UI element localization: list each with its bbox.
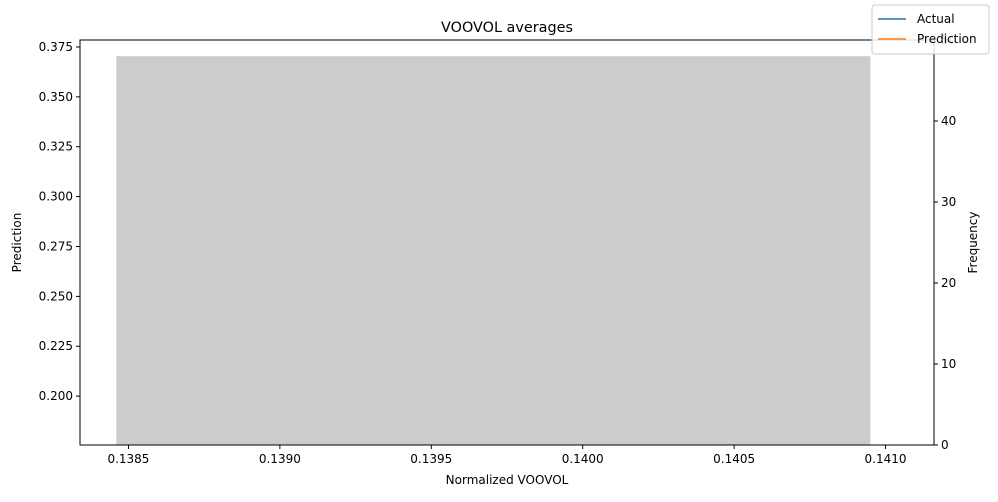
y2-tick-label: 20	[941, 276, 956, 290]
x-tick-label: 0.1400	[562, 452, 604, 466]
y2-tick-label: 40	[941, 114, 956, 128]
chart-title: VOOVOL averages	[441, 20, 573, 36]
legend-label-actual: Actual	[917, 12, 955, 26]
y-tick-label: 0.200	[39, 389, 73, 403]
x-tick-label: 0.1385	[107, 452, 149, 466]
y-tick-label: 0.325	[39, 140, 73, 154]
y2-tick-label: 0	[941, 438, 949, 452]
y2-tick-label: 10	[941, 357, 956, 371]
y-axis-left: 0.200 0.225 0.250 0.275 0.300 0.325 0.350 0.375	[39, 40, 80, 403]
y-tick-label: 0.350	[39, 90, 73, 104]
plot-frame	[79, 39, 935, 446]
legend-label-prediction: Prediction	[917, 32, 977, 46]
y-tick-label: 0.275	[39, 239, 73, 253]
y-tick-label: 0.375	[39, 40, 73, 54]
x-tick-label: 0.1395	[410, 452, 452, 466]
y2-tick-label: 30	[941, 195, 956, 209]
y2-axis-label: Frequency	[966, 212, 980, 274]
y-tick-label: 0.250	[39, 289, 73, 303]
histogram-bar	[116, 56, 871, 445]
legend-box	[871, 4, 990, 55]
histogram-layer	[116, 56, 871, 445]
y-tick-label: 0.300	[39, 190, 73, 204]
x-axis-label: Normalized VOOVOL	[446, 473, 569, 487]
y-tick-label: 0.225	[39, 339, 73, 353]
x-tick-label: 0.1405	[713, 452, 755, 466]
x-tick-label: 0.1410	[865, 452, 907, 466]
y-axis-label: Prediction	[10, 213, 24, 273]
x-tick-label: 0.1390	[259, 452, 301, 466]
legend: Actual Prediction	[871, 4, 990, 55]
x-axis: 0.1385 0.1390 0.1395 0.1400 0.1405 0.1410	[107, 445, 907, 466]
